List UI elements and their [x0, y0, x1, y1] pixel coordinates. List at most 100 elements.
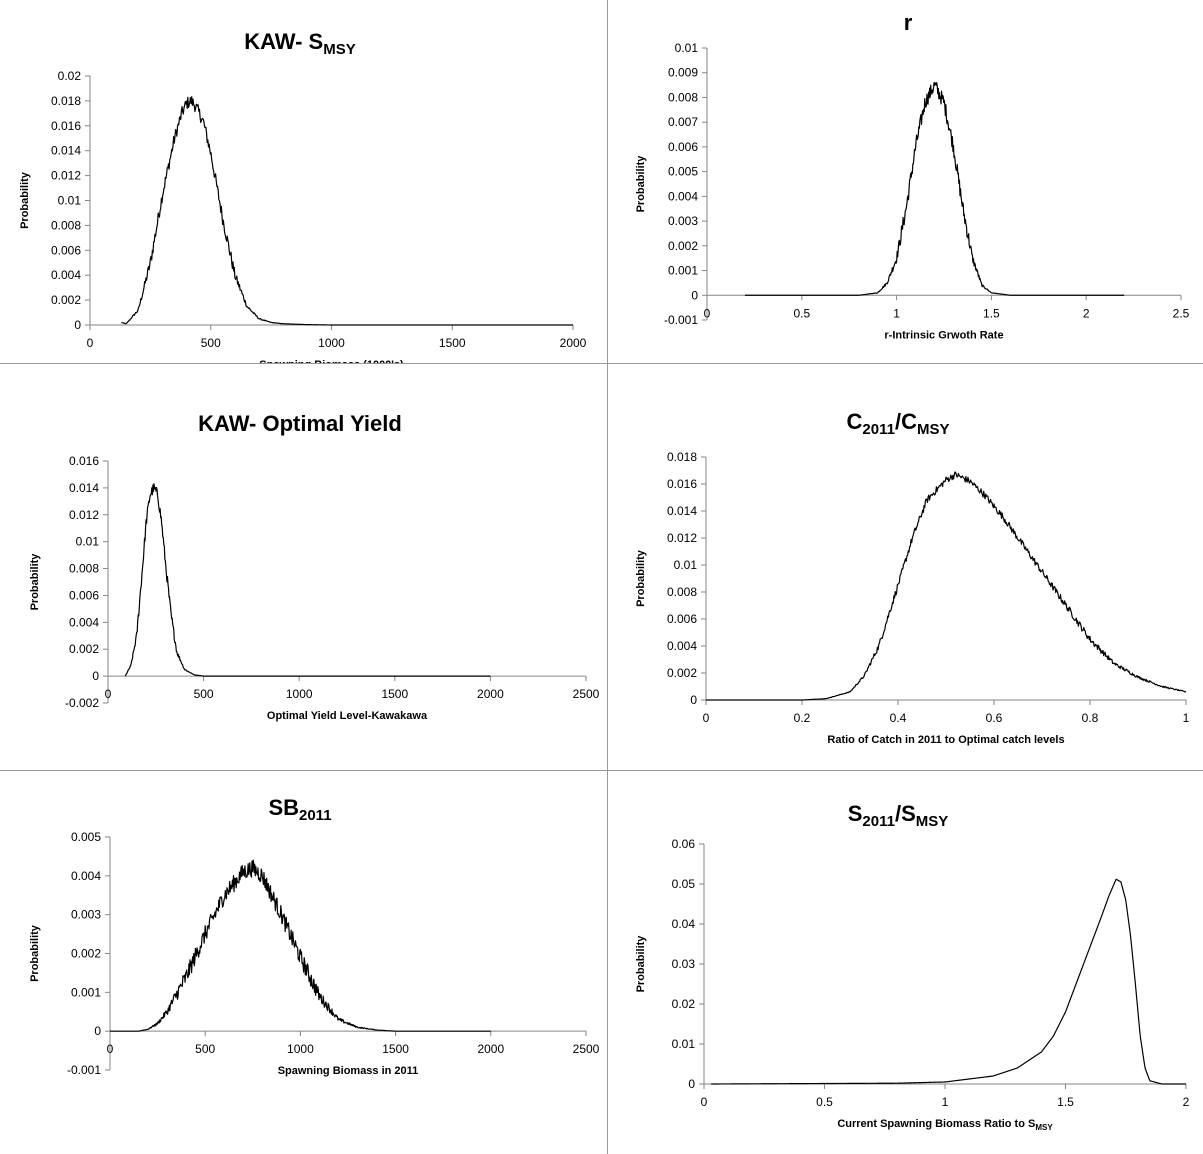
- y-tick-label: 0.002: [667, 666, 697, 680]
- y-tick-label: 0.012: [667, 531, 697, 545]
- x-tick-label: 500: [195, 1042, 215, 1056]
- x-axis-label-text: Optimal Yield Level-Kawakawa: [267, 710, 428, 722]
- x-axis-label: Spawning Biomass (1000's): [259, 359, 404, 363]
- y-tick-label: 0.002: [668, 239, 698, 253]
- y-tick-label: 0.004: [71, 869, 101, 883]
- x-tick-label: 1500: [382, 1042, 409, 1056]
- x-tick-label: 1: [1183, 711, 1190, 725]
- chart-title-text: C: [847, 409, 863, 434]
- y-tick-label: 0.012: [69, 508, 99, 522]
- x-tick-label: 1: [942, 1095, 949, 1109]
- x-axis-label-text: Spawning Biomass (1000's): [259, 359, 404, 363]
- chart-title-text: /S: [895, 801, 916, 826]
- chart-title-subscript: MSY: [916, 813, 949, 830]
- chart-title-text: KAW- S: [244, 29, 323, 54]
- y-tick-label: 0.009: [668, 66, 698, 80]
- x-tick-label: 2500: [573, 687, 600, 701]
- x-axis-label-text: r-Intrinsic Grwoth Rate: [884, 329, 1003, 341]
- y-tick-label: 0.06: [672, 837, 696, 851]
- y-tick-label: 0.016: [667, 477, 697, 491]
- x-tick-label: 2: [1083, 306, 1090, 320]
- y-tick-label: 0: [691, 288, 698, 302]
- chart-title-text: SB: [268, 795, 299, 820]
- x-tick-label: 0: [704, 306, 711, 320]
- y-tick-label: 0.003: [71, 908, 101, 922]
- y-tick-label: -0.002: [65, 696, 99, 710]
- y-axis-label: Probability: [19, 171, 31, 229]
- y-tick-label: 0: [92, 669, 99, 683]
- chart-title-text: S: [848, 801, 863, 826]
- x-tick-label: 0: [703, 711, 710, 725]
- x-tick-label: 500: [194, 687, 214, 701]
- x-tick-label: 2500: [573, 1042, 600, 1056]
- chart-sb2011: SB2011 -0.001 0 0.001 0.002 0.003 0.004 0.005 0 5…: [29, 795, 600, 1077]
- chart-r: r -0.001 0 0.001 0.002 0.003 0.004 0.005 0.006 0.…: [635, 10, 1190, 341]
- x-tick-label: 0: [105, 687, 112, 701]
- y-tick-label: 0.04: [672, 917, 696, 931]
- chart-title: KAW- Optimal Yield: [198, 411, 402, 436]
- distribution-line: [706, 471, 1187, 701]
- y-tick-label: 0.014: [51, 144, 81, 158]
- x-tick-label: 2000: [560, 336, 587, 350]
- y-tick-label: 0.01: [674, 558, 698, 572]
- y-axis-label: Probability: [635, 155, 647, 213]
- x-axis-label-text: Spawning Biomass in 2011: [278, 1065, 419, 1077]
- y-tick-label: 0.003: [668, 214, 698, 228]
- x-tick-label: 1.5: [1057, 1095, 1074, 1109]
- x-tick-label: 0: [701, 1095, 708, 1109]
- y-tick-label: 0.014: [69, 481, 99, 495]
- x-tick-label: 0.2: [794, 711, 811, 725]
- y-tick-label: 0.001: [668, 264, 698, 278]
- x-tick-label: 1000: [286, 687, 313, 701]
- y-tick-label: 0.008: [668, 90, 698, 104]
- x-axis-label: r-Intrinsic Grwoth Rate: [884, 329, 1003, 341]
- y-tick-label: 0: [74, 318, 81, 332]
- chart-title-text: /C: [895, 409, 917, 434]
- y-axis-label: Probability: [635, 549, 647, 607]
- y-tick-label: 0.012: [51, 169, 81, 183]
- y-tick-label: 0.016: [69, 454, 99, 468]
- x-tick-label: 500: [201, 336, 221, 350]
- grid-horizontal-divider-2: [0, 770, 1203, 771]
- y-tick-label: 0.006: [668, 140, 698, 154]
- x-tick-label: 2.5: [1173, 306, 1190, 320]
- y-tick-label: -0.001: [67, 1063, 101, 1077]
- y-tick-label: 0.008: [667, 585, 697, 599]
- y-tick-label: 0.002: [69, 642, 99, 656]
- x-tick-label: 0: [87, 336, 94, 350]
- distribution-line: [124, 483, 491, 677]
- y-tick-label: -0.001: [664, 313, 698, 327]
- x-axis-label-text: Ratio of Catch in 2011 to Optimal catch …: [827, 734, 1064, 746]
- grid-vertical-divider: [607, 0, 608, 1154]
- y-tick-label: 0.018: [51, 94, 81, 108]
- y-tick-label: 0.01: [58, 194, 82, 208]
- chart-title-text: r: [904, 10, 913, 35]
- chart-title-subscript: MSY: [323, 41, 356, 58]
- y-tick-label: 0.004: [668, 189, 698, 203]
- chart-title-text: KAW- Optimal Yield: [198, 411, 402, 436]
- chart-title-subscript: 2011: [862, 813, 895, 830]
- y-tick-label: 0.008: [69, 562, 99, 576]
- x-tick-label: 1000: [287, 1042, 314, 1056]
- x-tick-label: 2000: [477, 1042, 504, 1056]
- y-tick-label: 0.01: [76, 535, 100, 549]
- chart-title-subscript: MSY: [917, 421, 950, 438]
- y-tick-label: 0.008: [51, 218, 81, 232]
- x-tick-label: 1500: [439, 336, 466, 350]
- y-tick-label: 0.006: [69, 588, 99, 602]
- chart-title: r: [904, 10, 913, 35]
- y-tick-label: 0.02: [58, 69, 82, 83]
- chart-kaw-optimal-yield: KAW- Optimal Yield -0.002 0 0.002 0.004 0.006…: [29, 411, 600, 722]
- x-tick-label: 2: [1183, 1095, 1190, 1109]
- chart-title-subscript: 2011: [299, 807, 332, 824]
- y-tick-label: 0.01: [672, 1037, 696, 1051]
- y-axis-label: Probability: [29, 924, 41, 982]
- y-tick-label: 0.05: [672, 877, 696, 891]
- y-tick-label: 0.02: [672, 997, 696, 1011]
- y-tick-label: 0.002: [71, 947, 101, 961]
- y-tick-label: 0.018: [667, 450, 697, 464]
- x-tick-label: 0.5: [793, 306, 810, 320]
- chart-title: C2011/CMSY: [847, 409, 950, 438]
- distribution-line: [744, 81, 1125, 296]
